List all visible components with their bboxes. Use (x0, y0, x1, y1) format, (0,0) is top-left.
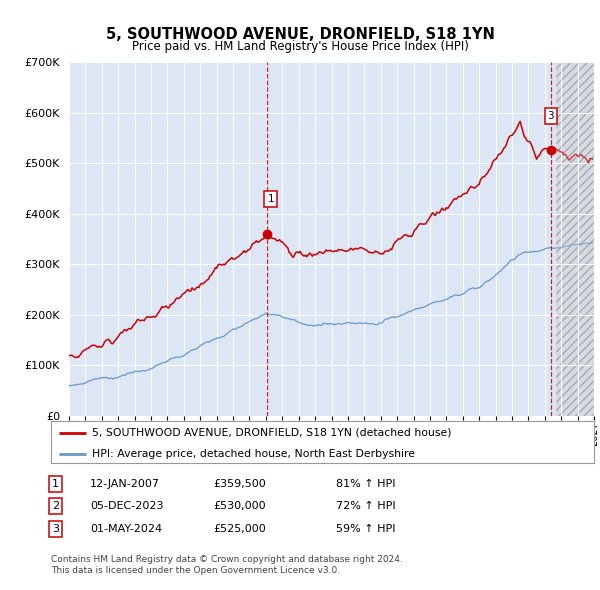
Polygon shape (556, 62, 594, 416)
Text: 81% ↑ HPI: 81% ↑ HPI (336, 479, 395, 489)
Text: 3: 3 (548, 111, 554, 121)
Text: 1: 1 (268, 194, 274, 204)
Text: 59% ↑ HPI: 59% ↑ HPI (336, 524, 395, 533)
Text: 3: 3 (52, 524, 59, 533)
Text: This data is licensed under the Open Government Licence v3.0.: This data is licensed under the Open Gov… (51, 566, 340, 575)
Text: 12-JAN-2007: 12-JAN-2007 (90, 479, 160, 489)
Text: 2: 2 (52, 502, 59, 511)
Text: £359,500: £359,500 (213, 479, 266, 489)
Text: Price paid vs. HM Land Registry's House Price Index (HPI): Price paid vs. HM Land Registry's House … (131, 40, 469, 53)
Text: 01-MAY-2024: 01-MAY-2024 (90, 524, 162, 533)
Text: 5, SOUTHWOOD AVENUE, DRONFIELD, S18 1YN (detached house): 5, SOUTHWOOD AVENUE, DRONFIELD, S18 1YN … (92, 428, 451, 438)
Text: 72% ↑ HPI: 72% ↑ HPI (336, 502, 395, 511)
Text: 05-DEC-2023: 05-DEC-2023 (90, 502, 163, 511)
Text: £530,000: £530,000 (213, 502, 266, 511)
Text: HPI: Average price, detached house, North East Derbyshire: HPI: Average price, detached house, Nort… (92, 449, 415, 459)
Text: Contains HM Land Registry data © Crown copyright and database right 2024.: Contains HM Land Registry data © Crown c… (51, 555, 403, 564)
Text: £525,000: £525,000 (213, 524, 266, 533)
Text: 1: 1 (52, 479, 59, 489)
Text: 5, SOUTHWOOD AVENUE, DRONFIELD, S18 1YN: 5, SOUTHWOOD AVENUE, DRONFIELD, S18 1YN (106, 27, 494, 42)
